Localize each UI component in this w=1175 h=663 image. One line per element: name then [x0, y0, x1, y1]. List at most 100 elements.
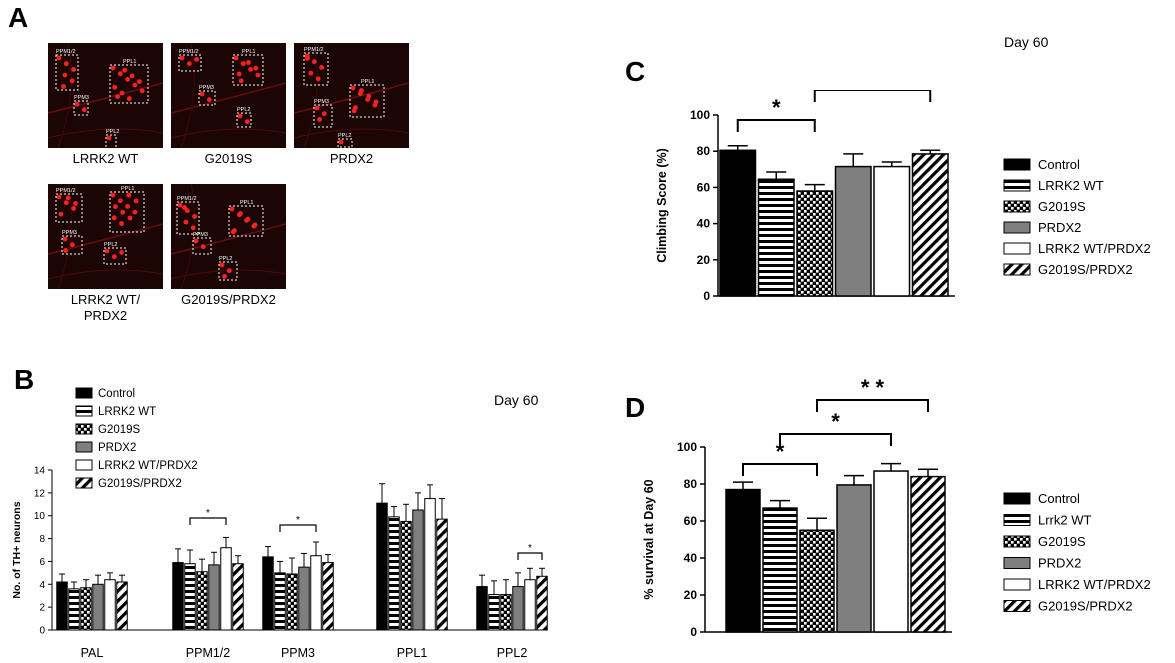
x-category-label: PPM1/2 — [186, 646, 231, 660]
neuron-signal — [236, 71, 242, 77]
y-tick-label: 80 — [697, 144, 711, 158]
legend-label: G2019S — [1038, 199, 1086, 214]
y-tick-label: 20 — [697, 253, 711, 267]
neuron-signal — [255, 72, 261, 78]
bar — [757, 178, 795, 297]
region-label: PPM3 — [314, 99, 329, 105]
region-label: PPM1/2 — [179, 49, 199, 55]
legend-label: G2019S/PRDX2 — [1038, 262, 1133, 277]
bar — [68, 588, 80, 631]
bar — [286, 573, 298, 631]
legend-swatch — [1003, 200, 1031, 213]
y-tick-label: 100 — [690, 108, 710, 122]
neuron-signal — [117, 71, 123, 77]
neuron-signal — [63, 248, 68, 253]
neuron-signal — [119, 250, 124, 255]
neuron-signal — [129, 73, 135, 79]
neuron-signal — [119, 221, 124, 226]
legend-label: G2019S/PRDX2 — [98, 478, 182, 490]
y-axis-title: % survival at Day 60 — [642, 479, 656, 599]
neuron-signal — [373, 99, 379, 105]
neuron-signal — [177, 202, 183, 208]
neuron-signal — [186, 61, 192, 67]
legend-swatch — [1003, 242, 1031, 255]
bar — [836, 484, 872, 633]
significance-bracket — [742, 463, 818, 476]
significance-label: * — [206, 508, 210, 519]
micrograph-image: PPM1/2 PPL1 PPM3 PPL2 — [48, 184, 163, 289]
region-label: PPM1/2 — [56, 188, 76, 194]
micrograph-caption: G2019S — [204, 151, 253, 166]
neuron-signal — [56, 55, 62, 61]
significance-label: * — [772, 95, 781, 120]
neuron-signal — [71, 67, 76, 72]
significance-bracket — [517, 552, 543, 560]
bar — [262, 556, 274, 631]
neuron-signal — [58, 211, 64, 217]
neuron-signal — [127, 215, 133, 221]
neuron-signal — [319, 65, 324, 70]
region-box — [198, 90, 216, 106]
y-tick-label: 14 — [34, 466, 46, 477]
bar — [310, 555, 322, 631]
y-tick-label: 8 — [39, 534, 45, 545]
significance-bracket — [779, 433, 892, 446]
legend-swatch — [75, 477, 93, 489]
region-box — [236, 112, 252, 128]
significance-bracket — [736, 119, 816, 132]
y-tick-label: 0 — [703, 289, 710, 303]
neuron-signal — [190, 225, 196, 231]
neuron-signal — [63, 61, 69, 67]
neuron-signal — [126, 192, 132, 198]
significance-label: * * — [861, 375, 885, 400]
y-tick-label: 6 — [39, 557, 45, 568]
region-box — [303, 52, 329, 86]
legend-label: Lrrk2 WT — [1038, 513, 1092, 528]
y-tick-label: 0 — [39, 626, 45, 637]
neuron-signal — [111, 215, 117, 221]
significance-label: * — [776, 439, 785, 464]
panel-b-day-label: Day 60 — [494, 392, 539, 408]
micrograph-caption: G2019S/PRDX2 — [181, 292, 276, 307]
bar — [719, 149, 757, 297]
region-box — [313, 104, 333, 128]
neuron-signal — [106, 135, 112, 141]
neuron-signal — [110, 65, 116, 71]
neuron-signal — [200, 244, 206, 250]
y-tick-label: 10 — [34, 511, 46, 522]
legend-swatch — [1003, 179, 1031, 192]
panel-a-letter: A — [8, 2, 29, 33]
region-label: PPL1 — [121, 186, 134, 192]
y-tick-label: 60 — [697, 180, 711, 194]
neuron-signal — [233, 55, 239, 61]
legend-swatch — [1003, 535, 1031, 548]
region-label: PPL2 — [237, 107, 250, 113]
region-box — [105, 134, 117, 148]
neuron-signal — [125, 204, 130, 209]
legend-label: G2019S — [98, 424, 141, 436]
region-label: PPL1 — [361, 79, 374, 85]
region-label: PPM1/2 — [56, 49, 76, 55]
significance-label: * — [528, 543, 532, 554]
neuron-signal — [314, 105, 320, 111]
neuron-signal — [305, 56, 310, 61]
region-box — [337, 138, 353, 148]
neuron-signal — [56, 194, 62, 200]
neuron-signal — [122, 67, 128, 73]
y-tick-label: 80 — [684, 477, 698, 491]
legend-label: PRDX2 — [98, 442, 136, 454]
neuron-signal — [182, 205, 187, 210]
y-tick-label: 20 — [684, 588, 698, 602]
region-box — [232, 54, 264, 86]
legend-label: G2019S — [1038, 534, 1086, 549]
region-label: PPM3 — [62, 230, 77, 236]
y-tick-label: 60 — [684, 514, 698, 528]
neuron-signal — [81, 107, 87, 113]
bar — [834, 165, 872, 297]
neuron-signal — [194, 57, 199, 62]
bar — [910, 475, 946, 633]
bar — [220, 547, 232, 631]
neuron-signal — [73, 201, 78, 206]
neuron-signal — [183, 219, 189, 225]
